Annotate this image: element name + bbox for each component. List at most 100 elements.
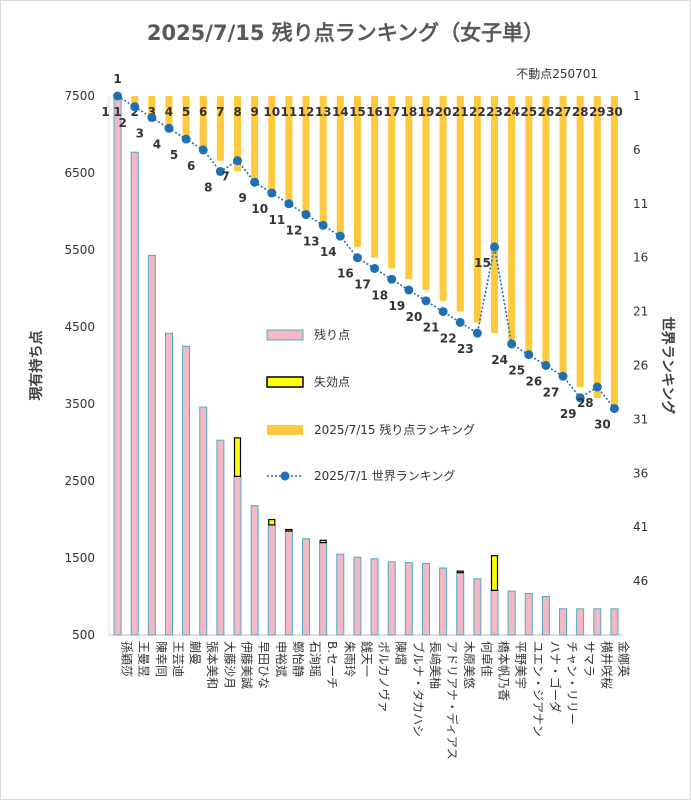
rank-label: 24	[503, 105, 520, 119]
world-ranking-label: 2	[119, 116, 127, 130]
world-ranking-label: 6	[187, 159, 195, 173]
legend-remaining-swatch	[266, 329, 304, 341]
category-label: 陳幸同	[154, 641, 168, 677]
world-ranking-label: 4	[153, 137, 161, 151]
rank-label: 1	[113, 105, 121, 119]
rank-bar	[525, 96, 533, 355]
rank-label: 27	[555, 105, 572, 119]
legend-lost-swatch	[266, 376, 304, 388]
y2-tick-label: 41	[633, 520, 648, 534]
category-label: 何卓佳	[479, 641, 493, 677]
world-ranking-point	[438, 307, 448, 317]
y2-axis-title: 世界ランキング	[659, 317, 676, 415]
rank-bar	[268, 96, 276, 194]
y-tick-label: 3500	[64, 397, 95, 411]
remaining-bar	[233, 475, 242, 636]
world-ranking-point	[421, 296, 431, 306]
world-ranking-label: 24	[491, 353, 508, 367]
world-ranking-label: 30	[594, 418, 611, 432]
y-tick-label: 6500	[64, 166, 95, 180]
remaining-bar	[284, 530, 293, 636]
rank-bar	[216, 96, 224, 161]
world-ranking-label: 1	[101, 105, 109, 119]
world-ranking-label: 9	[238, 191, 246, 205]
legend-world-marker	[280, 471, 290, 481]
remaining-bar	[199, 406, 208, 636]
rank-label: 8	[233, 105, 241, 119]
world-ranking-label: 20	[406, 310, 423, 324]
remaining-bar	[319, 542, 328, 636]
category-label: 王曼昱	[137, 641, 151, 677]
world-ranking-point	[147, 113, 157, 123]
remaining-bar	[302, 538, 311, 636]
rank-label: 11	[281, 105, 298, 119]
chart-note: 不動点250701	[516, 67, 598, 81]
rank-bar	[422, 96, 430, 291]
world-ranking-point	[524, 350, 534, 360]
remaining-bar	[507, 590, 516, 636]
world-ranking-point	[181, 134, 191, 144]
category-label: ブルナ・タカハシ	[411, 641, 426, 737]
rank-bar	[542, 96, 550, 366]
world-ranking-label-top: 1	[113, 72, 121, 86]
world-ranking-point	[335, 231, 345, 241]
world-ranking-point	[558, 371, 568, 381]
category-label: 孫穎莎	[120, 641, 134, 677]
category-label: 蒯曼	[188, 641, 202, 665]
rank-label: 30	[606, 105, 623, 119]
world-ranking-label: 12	[286, 224, 303, 238]
world-ranking-point	[215, 166, 225, 176]
lost-bar	[233, 437, 242, 477]
category-label: 平野美宇	[514, 641, 528, 689]
rank-bar	[302, 96, 310, 215]
y2-tick-label: 46	[633, 574, 648, 588]
world-ranking-label: 21	[423, 321, 440, 335]
category-label: サマラ	[582, 641, 596, 677]
rank-label: 22	[469, 105, 486, 119]
rank-bar	[353, 96, 361, 247]
world-ranking-label: 14	[320, 245, 337, 259]
rank-bar	[319, 96, 327, 226]
remaining-bar	[113, 95, 122, 636]
rank-label: 13	[315, 105, 332, 119]
world-ranking-point	[575, 393, 585, 403]
category-label: 金娜英	[616, 641, 631, 677]
world-ranking-point	[352, 253, 362, 263]
world-ranking-label: 7	[221, 170, 229, 184]
category-label: 石洵瑶	[308, 641, 322, 677]
rank-bar	[405, 96, 413, 280]
rank-label: 10	[263, 105, 280, 119]
world-ranking-point	[609, 404, 619, 414]
category-label: ユエン・ジアナン	[531, 641, 545, 737]
world-ranking-line	[117, 95, 616, 410]
y2-tick-label: 1	[633, 89, 641, 103]
world-ranking-label: 19	[388, 299, 405, 313]
world-ranking-label: 23	[457, 342, 474, 356]
rank-bar	[371, 96, 379, 258]
world-ranking-point	[472, 328, 482, 338]
rank-label: 7	[216, 105, 224, 119]
remaining-bar	[559, 608, 568, 636]
y2-tick-label: 26	[633, 359, 648, 373]
rank-bar	[148, 96, 156, 118]
rank-bar	[234, 96, 241, 172]
rank-bar	[251, 96, 259, 183]
world-ranking-point	[455, 317, 465, 327]
category-label: 橋本帆乃香	[497, 641, 512, 701]
remaining-bar	[216, 439, 225, 636]
y2-tick-label: 21	[633, 305, 648, 319]
remaining-bar	[267, 524, 276, 636]
rank-bar	[336, 96, 344, 237]
world-ranking-label: 15	[474, 256, 491, 270]
world-ranking-point	[490, 242, 499, 252]
rank-label: 4	[165, 105, 173, 119]
category-label: 早田ひな	[257, 641, 271, 689]
y-tick-label: 4500	[64, 320, 95, 334]
world-ranking-point	[301, 210, 311, 220]
world-ranking-label: 28	[577, 396, 594, 410]
world-ranking-point	[592, 382, 602, 392]
category-label: 張本美和	[205, 641, 219, 689]
world-ranking-point	[404, 285, 414, 295]
